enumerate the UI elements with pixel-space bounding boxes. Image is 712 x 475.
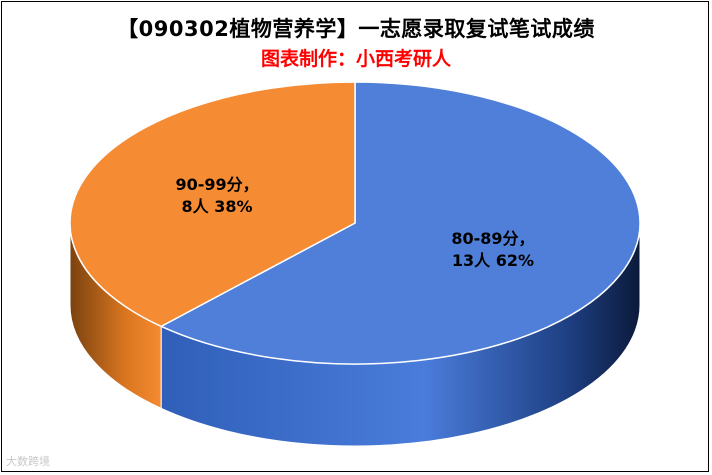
pie-slice-90-99 bbox=[69, 81, 356, 328]
pie-top-group bbox=[69, 81, 641, 365]
slice-label-90-99: 90-99分， 8人 38% bbox=[175, 175, 258, 216]
pie-slice-80-89 bbox=[159, 81, 641, 365]
watermark: 大数跨境 bbox=[6, 455, 50, 468]
pie-label-group: 80-89分， 13人 62% 90-99分， 8人 38% bbox=[175, 175, 534, 270]
slice-label-80-89: 80-89分， 13人 62% bbox=[451, 229, 534, 270]
chart-title: 【090302植物营养学】一志愿录取复试笔试成绩 bbox=[117, 17, 595, 41]
chart-subtitle: 图表制作：小西考研人 bbox=[260, 48, 451, 70]
